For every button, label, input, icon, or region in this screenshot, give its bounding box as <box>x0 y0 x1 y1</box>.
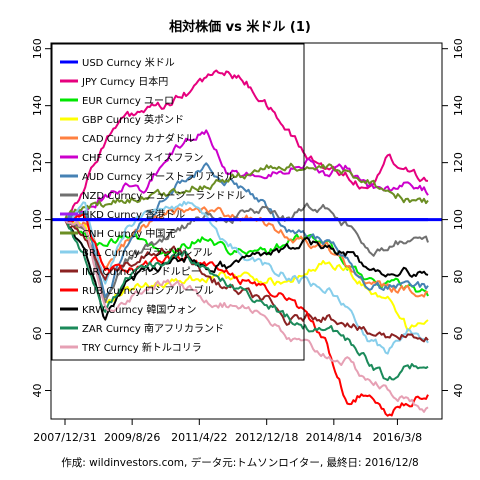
y-tick-label-right: 120 <box>452 152 465 173</box>
legend-label: KRW Curncy 韓国ウォン <box>82 304 196 316</box>
legend-label: JPY Curncy 日本円 <box>81 75 168 88</box>
y-tick-label-right: 40 <box>452 384 465 398</box>
series-line-6 <box>64 129 429 223</box>
y-tick-label-left: 40 <box>31 384 44 398</box>
legend-label: RUB Curncy ロシアルーブル <box>82 284 214 297</box>
x-tick-label: 2009/8/26 <box>104 431 160 444</box>
series-line-8 <box>64 202 429 304</box>
series-line-11 <box>64 200 429 355</box>
legend-label: GBP Curncy 英ポンド <box>82 113 184 126</box>
y-tick-label-left: 100 <box>31 209 44 230</box>
y-tick-label-left: 160 <box>31 38 44 59</box>
series-line-2 <box>64 69 429 221</box>
series-line-7 <box>64 162 429 299</box>
legend-label: INR Curncy インドルピー <box>82 266 201 278</box>
series-layer <box>51 69 442 417</box>
legend-label: TRY Curncy 新トルコリラ <box>81 341 202 354</box>
legend-label: USD Curncy 米ドル <box>82 56 175 69</box>
series-line-16 <box>64 219 429 413</box>
x-tick-label: 2011/4/22 <box>171 431 227 444</box>
legend-label: ZAR Curncy 南アフリカランド <box>82 322 224 335</box>
y-tick-label-right: 100 <box>452 209 465 230</box>
x-tick-label: 2007/12/31 <box>33 431 96 444</box>
y-tick-label-right: 160 <box>452 38 465 59</box>
legend-label: CHF Curncy スイスフラン <box>82 152 203 164</box>
series-line-12 <box>64 219 429 343</box>
x-tick-label: 2014/8/14 <box>306 431 362 444</box>
y-tick-label-left: 60 <box>31 327 44 341</box>
legend-label: EUR Curncy ユーロ <box>82 96 174 107</box>
y-tick-label-left: 120 <box>31 152 44 173</box>
chart-caption: 作成: wildinvestors.com, データ元:トムソンロイター, 最終… <box>61 456 418 469</box>
legend-label: BRL Curncy ブラジルレアル <box>82 246 212 259</box>
legend: USD Curncy 米ドル JPY Curncy 日本円 EUR Curncy ユ… <box>51 43 305 361</box>
series-line-10 <box>64 162 429 220</box>
y-tick-label-left: 80 <box>31 270 44 284</box>
legend-label: HKD Curncy 香港ドル <box>82 209 185 221</box>
x-tick-label: 2012/12/18 <box>235 431 298 444</box>
x-axis: 2007/12/31 2009/8/26 2011/4/22 2012/12/18 20… <box>33 419 422 444</box>
series-line-13 <box>64 213 429 417</box>
legend-label: CNH Curncy 中国元 <box>82 227 175 240</box>
y-axis-right: 40 60 80 100 120 140 160 <box>442 38 465 398</box>
y-tick-label-left: 140 <box>31 95 44 116</box>
legend-label: CAD Curncy カナダドル <box>82 132 195 145</box>
legend-box <box>51 43 305 361</box>
series-line-3 <box>64 218 429 297</box>
y-tick-label-right: 60 <box>452 327 465 341</box>
legend-label: AUD Curncy オーストラリアドル <box>82 171 235 183</box>
y-axis-left: 40 60 80 100 120 140 160 <box>31 38 51 398</box>
plot-frame <box>50 42 443 420</box>
x-tick-label: 2016/3/8 <box>373 431 422 444</box>
series-line-15 <box>64 218 429 382</box>
y-tick-label-right: 140 <box>452 95 465 116</box>
series-line-5 <box>64 206 429 298</box>
legend-label: NZD Curncy ニュージーランドドル <box>82 190 245 202</box>
chart-title: 相対株価 vs 米ドル (1) <box>169 19 311 35</box>
y-tick-label-right: 80 <box>452 270 465 284</box>
series-line-14 <box>64 218 429 321</box>
